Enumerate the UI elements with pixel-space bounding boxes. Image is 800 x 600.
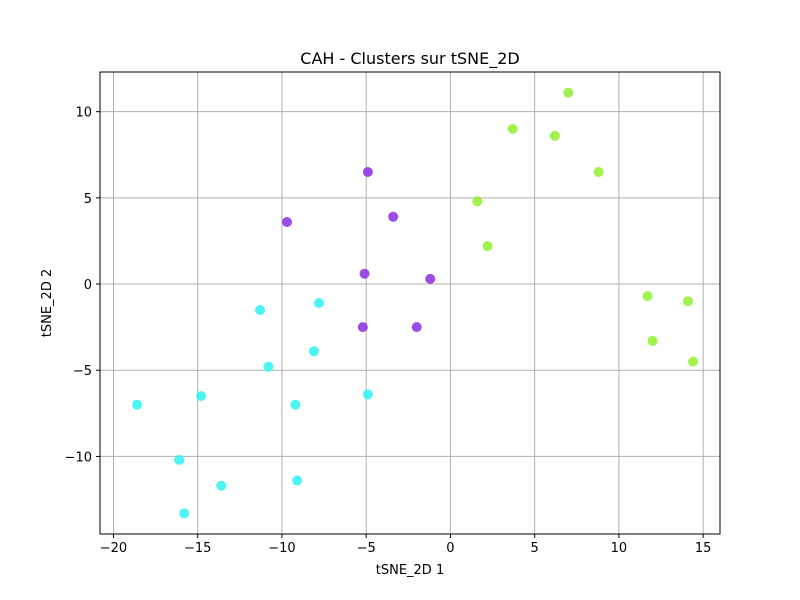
x-tick-label: −20 <box>100 541 127 556</box>
y-tick-label: 0 <box>84 278 92 293</box>
cluster-1-point <box>357 322 368 333</box>
cluster-2-point <box>263 361 274 372</box>
y-tick-label: −10 <box>65 450 92 465</box>
cluster-3-point <box>647 335 658 346</box>
x-tick-label: −10 <box>268 541 295 556</box>
cluster-3-point <box>472 196 483 207</box>
x-tick-label: −5 <box>357 541 376 556</box>
grid-lines <box>100 72 720 534</box>
y-tick-label: 10 <box>75 106 92 121</box>
cluster-3-point <box>549 130 560 141</box>
cluster-2-point <box>216 480 227 491</box>
x-tick-label: 5 <box>531 541 539 556</box>
y-tick-label: −5 <box>73 364 92 379</box>
y-axis-label: tSNE_2D 2 <box>40 269 55 337</box>
x-axis-label: tSNE_2D 1 <box>376 563 444 578</box>
chart-title: CAH - Clusters sur tSNE_2D <box>300 49 519 69</box>
data-points <box>132 87 699 519</box>
cluster-2-point <box>362 389 373 400</box>
plot-area-frame <box>99 71 721 535</box>
cluster-3-point <box>593 166 604 177</box>
cluster-2-point <box>292 475 303 486</box>
cluster-2-point <box>196 391 207 402</box>
x-tick-label: 10 <box>611 541 628 556</box>
cluster-3-point <box>682 296 693 307</box>
cluster-3-point <box>688 356 699 367</box>
cluster-1-point <box>425 273 436 284</box>
axis-ticks: −20 −15 −10 −5 0 5 10 15 −10 −5 0 5 10 <box>65 106 712 556</box>
cluster-2-point <box>132 399 143 410</box>
cluster-2-point <box>290 399 301 410</box>
cluster-1-point <box>388 211 399 222</box>
x-tick-label: 0 <box>446 541 454 556</box>
cluster-1-point <box>359 268 370 279</box>
cluster-2-point <box>174 454 185 465</box>
cluster-1-point <box>411 322 422 333</box>
cluster-2-point <box>314 298 325 308</box>
y-tick-label: 5 <box>84 192 92 207</box>
x-tick-label: 15 <box>695 541 712 556</box>
cluster-2-point <box>179 508 190 519</box>
cluster-1-point <box>362 166 373 177</box>
cluster-2-point <box>255 304 266 315</box>
cluster-3-point <box>482 241 493 252</box>
cluster-3-point <box>563 87 574 98</box>
cluster-2-point <box>308 346 319 357</box>
cluster-3-point <box>507 123 518 134</box>
x-tick-label: −15 <box>184 541 211 556</box>
cluster-1-point <box>282 216 293 227</box>
cluster-3-point <box>642 291 653 302</box>
